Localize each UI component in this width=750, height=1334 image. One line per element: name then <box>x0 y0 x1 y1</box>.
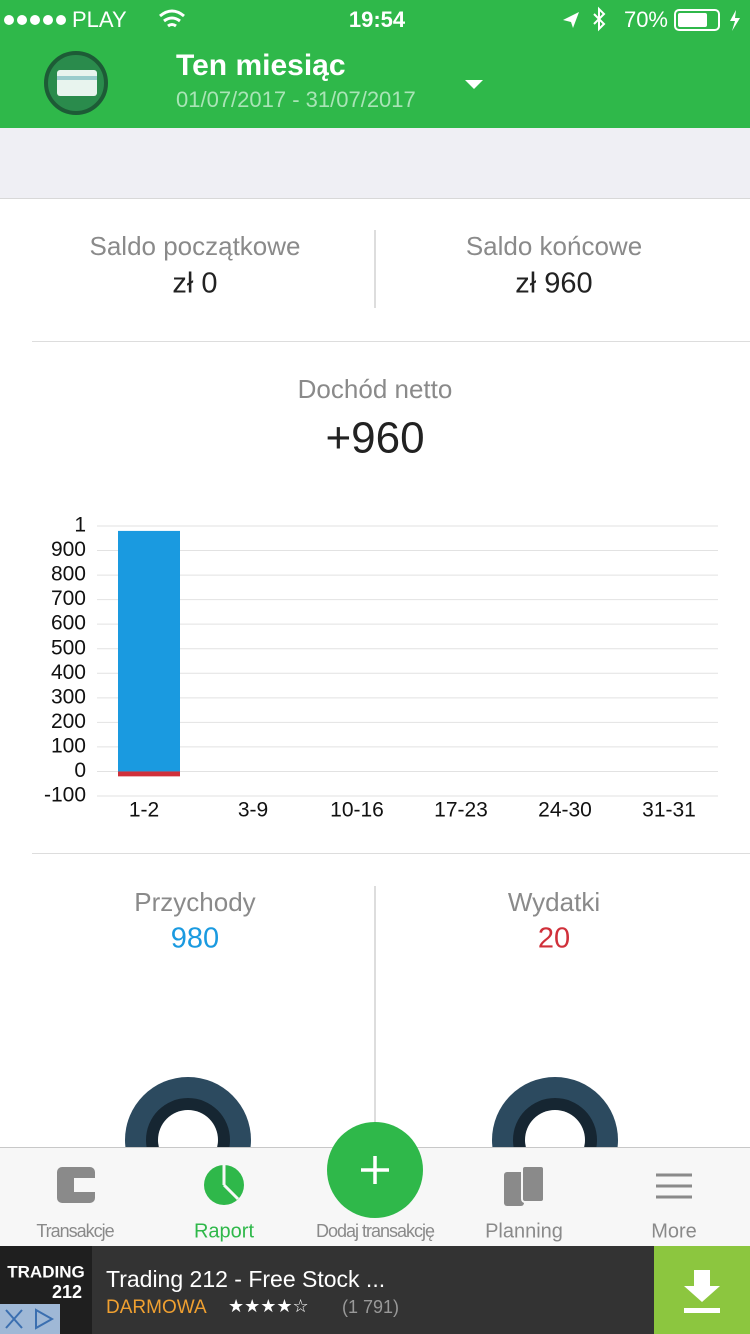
x-tick-label: 3-9 <box>238 799 268 822</box>
x-tick-label: 24-30 <box>538 799 592 822</box>
battery-level <box>678 13 707 27</box>
y-tick-label: 700 <box>51 587 86 610</box>
y-tick-label: 900 <box>51 538 86 561</box>
net-income-value: +960 <box>325 414 424 463</box>
closing-label: Saldo końcowe <box>466 231 642 261</box>
x-tick-label: 1-2 <box>129 799 159 822</box>
battery <box>674 9 720 31</box>
header-bg <box>0 0 750 128</box>
ad-logo-text: 212 <box>52 1282 82 1302</box>
ad-stars: ★★★★☆ <box>228 1296 309 1316</box>
x-tick-label: 10-16 <box>330 799 384 822</box>
income-value: 980 <box>171 923 219 955</box>
download-icon <box>684 1270 720 1313</box>
opening-value: zł 0 <box>172 268 217 300</box>
x-tick-label: 31-31 <box>642 799 696 822</box>
y-tick-label: 300 <box>51 685 86 708</box>
ad-banner[interactable] <box>0 1246 750 1334</box>
wifi-icon <box>159 9 185 28</box>
tab-label[interactable]: Planning <box>485 1220 563 1242</box>
carrier: PLAY <box>72 7 127 32</box>
period-title[interactable]: Ten miesiąc <box>176 49 346 82</box>
report-icon-slice <box>222 1165 240 1201</box>
y-tick-label: 800 <box>51 563 86 586</box>
y-tick-label: -100 <box>44 784 86 807</box>
planning-icon <box>504 1172 524 1206</box>
expense-label: Wydatki <box>508 887 600 917</box>
spacer <box>0 128 750 198</box>
y-tick-label: 500 <box>51 636 86 659</box>
tab-label[interactable]: Raport <box>194 1220 254 1242</box>
ad-price: DARMOWA <box>106 1297 207 1318</box>
y-tick-label: 0 <box>74 759 86 782</box>
period-range: 01/07/2017 - 31/07/2017 <box>176 87 416 112</box>
income-label: Przychody <box>134 887 255 917</box>
y-tick-label: 1 <box>74 514 86 537</box>
y-tick-label: 600 <box>51 612 86 635</box>
add-icon <box>361 1156 389 1184</box>
clock: 19:54 <box>349 7 406 32</box>
bar <box>118 771 180 777</box>
opening-label: Saldo początkowe <box>89 231 300 261</box>
card-stripe <box>57 76 97 80</box>
x-tick-label: 17-23 <box>434 799 488 822</box>
more-icon <box>656 1173 692 1199</box>
tab-label[interactable]: Transakcje <box>36 1221 115 1241</box>
y-tick-label: 100 <box>51 734 86 757</box>
closing-value: zł 960 <box>515 268 592 300</box>
y-tick-label: 200 <box>51 710 86 733</box>
bar <box>118 530 180 772</box>
wallet-icon-flap <box>74 1178 95 1192</box>
tab-label[interactable]: More <box>651 1220 697 1242</box>
location-icon <box>563 12 579 28</box>
ad-reviews: (1 791) <box>342 1297 399 1317</box>
bluetooth-icon <box>593 6 606 32</box>
signal-dots <box>4 15 66 25</box>
y-tick-label: 400 <box>51 661 86 684</box>
period-dropdown[interactable] <box>465 80 483 89</box>
battery-percent: 70% <box>624 7 668 32</box>
net-income-label: Dochód netto <box>298 374 453 404</box>
planning-icon <box>521 1165 545 1203</box>
tab-label[interactable]: Dodaj transakcję <box>316 1221 436 1241</box>
ad-choices-icon <box>5 1308 55 1330</box>
charging-icon <box>730 10 740 31</box>
ad-logo-text: TRADING <box>7 1262 84 1281</box>
expense-value: 20 <box>538 923 570 955</box>
ad-title: Trading 212 - Free Stock ... <box>106 1266 385 1292</box>
card-icon <box>57 70 97 96</box>
